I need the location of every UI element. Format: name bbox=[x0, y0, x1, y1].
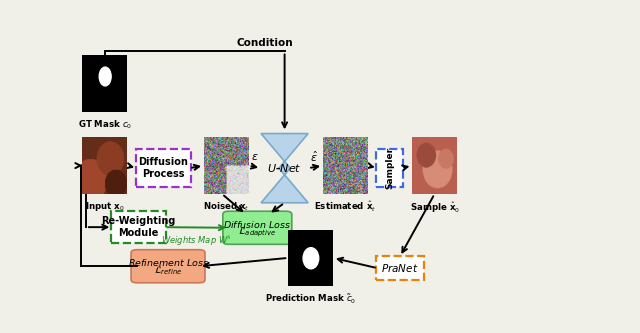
Text: Weights Map $W^{\lambda}$: Weights Map $W^{\lambda}$ bbox=[161, 233, 232, 248]
Text: Sample $\hat{\mathbf{x}}_0$: Sample $\hat{\mathbf{x}}_0$ bbox=[410, 200, 460, 215]
Text: $\mathcal{L}_{adaptive}$: $\mathcal{L}_{adaptive}$ bbox=[238, 226, 276, 239]
FancyBboxPatch shape bbox=[223, 211, 292, 244]
Text: Diffusion
Process: Diffusion Process bbox=[138, 158, 188, 179]
Polygon shape bbox=[261, 134, 308, 203]
FancyBboxPatch shape bbox=[376, 150, 403, 187]
Text: Input $\mathbf{x}_0$: Input $\mathbf{x}_0$ bbox=[85, 200, 125, 213]
Text: GT Mask $c_0$: GT Mask $c_0$ bbox=[77, 118, 132, 131]
Text: $\hat{\epsilon}$: $\hat{\epsilon}$ bbox=[310, 150, 318, 164]
FancyBboxPatch shape bbox=[131, 250, 205, 283]
Text: $U$-$Net$: $U$-$Net$ bbox=[268, 162, 302, 174]
Text: Sampler: Sampler bbox=[385, 147, 394, 189]
Text: Re-Weighting
Module: Re-Weighting Module bbox=[101, 216, 175, 238]
Text: Estimated $\hat{\mathbf{x}}_t$: Estimated $\hat{\mathbf{x}}_t$ bbox=[314, 200, 376, 214]
FancyBboxPatch shape bbox=[376, 256, 424, 280]
FancyBboxPatch shape bbox=[111, 211, 166, 243]
Text: $\epsilon$: $\epsilon$ bbox=[251, 152, 259, 162]
Text: $\mathit{Refinement\ Loss}$: $\mathit{Refinement\ Loss}$ bbox=[127, 257, 209, 268]
FancyBboxPatch shape bbox=[136, 150, 191, 187]
Text: Condition: Condition bbox=[236, 38, 293, 48]
Text: $\mathit{PraNet}$: $\mathit{PraNet}$ bbox=[381, 262, 419, 274]
Text: Prediction Mask $\tilde{c}_0$: Prediction Mask $\tilde{c}_0$ bbox=[265, 292, 356, 306]
Text: $\mathit{Diffusion\ Loss}$: $\mathit{Diffusion\ Loss}$ bbox=[223, 219, 291, 230]
Text: $\mathcal{L}_{refine}$: $\mathcal{L}_{refine}$ bbox=[154, 264, 182, 277]
Text: Noised $\mathbf{x}_t$: Noised $\mathbf{x}_t$ bbox=[203, 200, 250, 213]
